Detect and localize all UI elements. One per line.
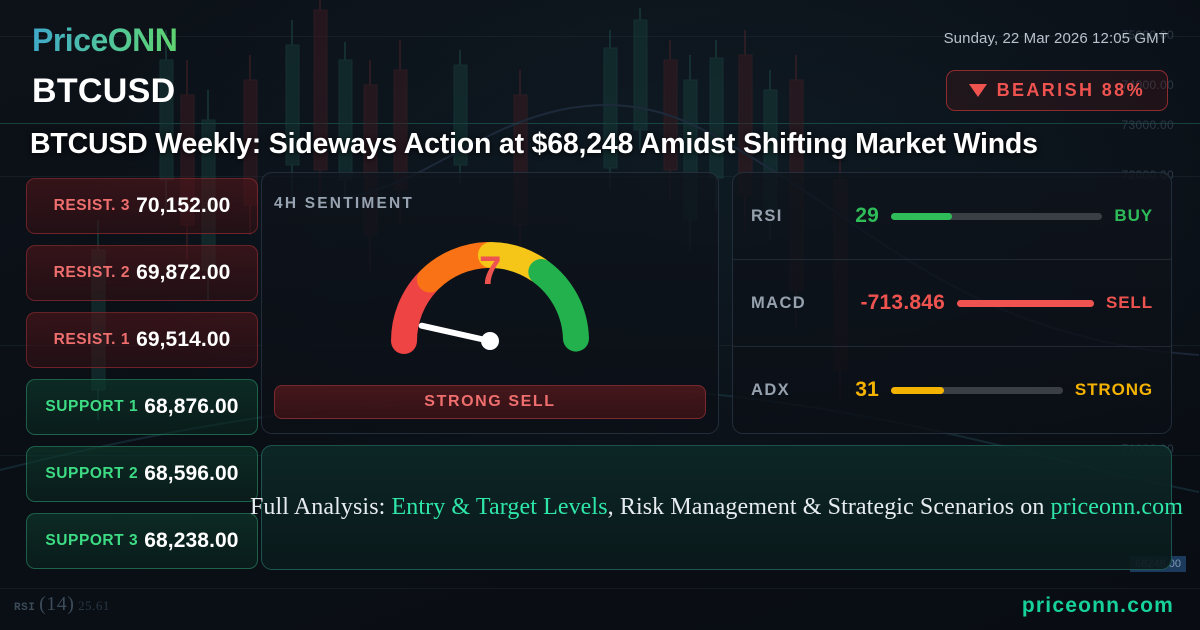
level-label: RESIST. 1: [53, 331, 131, 348]
sentiment-verdict-badge: STRONG SELL: [274, 385, 706, 419]
indicator-value: 31: [855, 378, 879, 401]
indicator-progress-bar: [957, 299, 1094, 307]
indicator-name: MACD: [751, 293, 807, 312]
bg-rsi-keyword: RSI: [14, 602, 36, 614]
level-value: 68,238.00: [144, 529, 239, 552]
timestamp: Sunday, 22 Mar 2026 12:05 GMT: [943, 30, 1168, 47]
indicator-progress-bar: [891, 386, 1063, 394]
level-value: 69,514.00: [136, 328, 231, 351]
indicator-progress-bar: [891, 212, 1103, 220]
cta-link[interactable]: Entry & Target Levels: [391, 494, 608, 520]
full-analysis-cta[interactable]: Full Analysis: Entry & Target Levels, Ri…: [250, 445, 1183, 570]
list-item-resist-1: RESIST. 1 69,514.00: [26, 312, 258, 368]
footer-url[interactable]: priceonn.com: [1021, 594, 1174, 617]
indicators-panel: RSI 29 BUY MACD -713.846 SELL ADX 31 STR…: [732, 172, 1172, 434]
indicator-name: RSI: [751, 206, 783, 225]
indicator-row-rsi: RSI 29 BUY: [733, 173, 1171, 259]
list-item-resist-3: RESIST. 3 70,152.00: [26, 178, 258, 234]
sentiment-panel: 4H SENTIMENT 7 STRONG SELL: [261, 172, 719, 434]
level-value: 68,876.00: [144, 395, 239, 418]
indicator-signal: STRONG: [1074, 380, 1153, 399]
bg-rsi-period: (14): [39, 593, 75, 615]
indicator-row-macd: MACD -713.846 SELL: [733, 259, 1171, 346]
background-rsi-watermark: RSI (14) 25.61: [14, 593, 110, 616]
cta-middle: , Risk Management & Strategic Scenarios …: [607, 494, 1051, 520]
cta-prefix: Full Analysis:: [249, 494, 392, 520]
level-value: 69,872.00: [136, 261, 231, 284]
level-value: 70,152.00: [136, 194, 231, 217]
gauge-value-label: 7: [479, 249, 501, 293]
indicator-value: -713.846: [860, 291, 945, 314]
list-item-support-1: SUPPORT 1 68,876.00: [26, 379, 258, 435]
level-label: SUPPORT 1: [45, 398, 139, 415]
gauge-needle: [418, 322, 493, 344]
brand-logo: PriceONN: [32, 22, 178, 58]
level-label: SUPPORT 3: [45, 532, 139, 549]
sentiment-panel-title: 4H SENTIMENT: [274, 195, 415, 212]
key-levels-list: RESIST. 3 70,152.00 RESIST. 2 69,872.00 …: [26, 178, 258, 569]
list-item-support-3: SUPPORT 3 68,238.00: [26, 513, 258, 569]
indicator-name: ADX: [751, 380, 791, 399]
list-item-resist-2: RESIST. 2 69,872.00: [26, 245, 258, 301]
list-item-support-2: SUPPORT 2 68,596.00: [26, 446, 258, 502]
sentiment-verdict-label: STRONG SELL: [424, 393, 556, 410]
page-title: BTCUSD: [32, 72, 176, 110]
indicator-value: 29: [855, 204, 879, 227]
gauge-pivot: [481, 332, 499, 350]
indicator-row-adx: ADX 31 STRONG: [733, 346, 1171, 433]
level-label: SUPPORT 2: [45, 465, 139, 482]
cta-text: Full Analysis: Entry & Target Levels, Ri…: [250, 494, 1183, 521]
bg-rsi-value: 25.61: [78, 598, 110, 613]
down-triangle-icon: [968, 84, 987, 97]
indicator-signal: SELL: [1105, 293, 1153, 312]
level-label: RESIST. 3: [53, 197, 131, 214]
level-value: 68,596.00: [144, 462, 239, 485]
level-label: RESIST. 2: [53, 264, 131, 281]
headline: BTCUSD Weekly: Sideways Action at $68,24…: [30, 128, 1038, 160]
status-badge-label: BEARISH 88%: [996, 80, 1145, 100]
cta-domain-link[interactable]: priceonn.com: [1050, 494, 1184, 520]
status-badge: BEARISH 88%: [945, 70, 1168, 111]
indicator-signal: BUY: [1114, 206, 1153, 225]
